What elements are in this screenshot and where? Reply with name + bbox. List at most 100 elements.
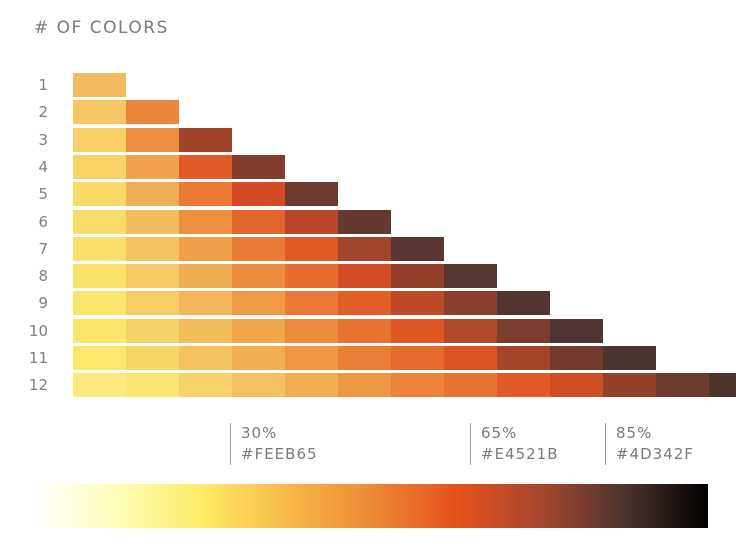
color-swatch: [179, 291, 232, 316]
stop-percent: 85%: [616, 424, 653, 442]
row-label: 12: [28, 376, 48, 395]
color-swatch: [391, 264, 444, 289]
color-swatch: [391, 346, 444, 370]
color-swatch: [126, 318, 179, 343]
color-swatch: [550, 373, 603, 398]
color-swatch: [285, 236, 338, 261]
color-swatch: [285, 182, 338, 207]
color-swatch: [179, 264, 232, 289]
color-swatch: [656, 373, 709, 398]
row-label: 3: [38, 130, 48, 149]
color-swatch: [73, 182, 126, 207]
color-swatch: [338, 346, 391, 370]
color-swatch: [497, 346, 550, 370]
color-swatch: [73, 373, 126, 398]
color-swatch: [338, 264, 391, 289]
row-label: 7: [38, 239, 48, 258]
color-swatch: [179, 154, 232, 179]
row-label: 10: [28, 321, 48, 340]
gradient-bar: [34, 484, 708, 528]
color-swatch: [444, 346, 497, 370]
color-swatch: [126, 209, 179, 234]
color-swatch: [338, 318, 391, 343]
color-swatch: [391, 291, 444, 316]
stop-hex: #E4521B: [481, 445, 559, 463]
color-swatch: [391, 318, 444, 343]
color-swatch: [126, 154, 179, 179]
stop-85: 85% #4D342F: [605, 423, 694, 465]
chart-title: # OF COLORS: [34, 18, 169, 38]
stop-hex: #4D342F: [616, 445, 694, 463]
color-swatch: [179, 373, 232, 398]
color-swatch: [179, 318, 232, 343]
stop-percent: 65%: [481, 424, 518, 442]
color-swatch: [73, 236, 126, 261]
color-swatch: [232, 182, 285, 207]
color-swatch: [709, 373, 736, 398]
color-swatch: [285, 209, 338, 234]
row-label: 9: [38, 294, 48, 313]
color-swatch: [179, 346, 232, 370]
color-swatch: [73, 127, 126, 152]
color-swatch: [391, 373, 444, 398]
color-swatch: [232, 373, 285, 398]
color-swatch: [232, 209, 285, 234]
color-swatch: [338, 291, 391, 316]
color-swatch: [126, 291, 179, 316]
color-swatch: [444, 264, 497, 289]
color-swatch: [179, 209, 232, 234]
color-swatch: [338, 236, 391, 261]
color-swatch: [179, 182, 232, 207]
stop-hex: #FEEB65: [241, 445, 318, 463]
row-label: 1: [38, 76, 48, 94]
color-swatch: [126, 182, 179, 207]
color-swatch: [497, 318, 550, 343]
color-swatch: [285, 318, 338, 343]
row-label: 2: [38, 103, 48, 122]
color-swatch: [73, 73, 126, 97]
color-swatch: [232, 318, 285, 343]
color-swatch: [179, 236, 232, 261]
color-swatch: [232, 346, 285, 370]
color-swatch: [391, 236, 444, 261]
color-swatch: [126, 373, 179, 398]
color-swatch: [73, 264, 126, 289]
color-swatch: [73, 318, 126, 343]
color-swatch: [126, 264, 179, 289]
row-label: 11: [28, 349, 48, 367]
row-label: 5: [38, 185, 48, 204]
color-swatch: [232, 154, 285, 179]
color-swatch: [232, 236, 285, 261]
color-swatch: [603, 373, 656, 398]
color-swatch: [603, 346, 656, 370]
color-swatch: [550, 318, 603, 343]
color-swatch: [179, 127, 232, 152]
row-label: 4: [38, 157, 48, 176]
color-swatch: [444, 291, 497, 316]
stop-30: 30% #FEEB65: [230, 423, 318, 465]
color-swatch: [285, 373, 338, 398]
color-swatch: [285, 291, 338, 316]
color-swatch: [232, 264, 285, 289]
row-label: 6: [38, 212, 48, 231]
color-swatch: [126, 236, 179, 261]
row-label: 8: [38, 267, 48, 286]
color-swatch: [73, 346, 126, 370]
color-swatch: [497, 373, 550, 398]
color-swatch: [73, 100, 126, 125]
color-swatch: [73, 209, 126, 234]
color-swatch: [497, 291, 550, 316]
color-swatch: [444, 318, 497, 343]
color-swatch: [126, 346, 179, 370]
color-swatch: [126, 100, 179, 125]
color-swatch: [285, 264, 338, 289]
color-swatch: [73, 154, 126, 179]
color-swatch: [550, 346, 603, 370]
color-swatch: [126, 127, 179, 152]
color-swatch: [338, 373, 391, 398]
color-swatch: [232, 291, 285, 316]
color-swatch: [338, 209, 391, 234]
stop-percent: 30%: [241, 424, 278, 442]
stop-65: 65% #E4521B: [470, 423, 559, 465]
